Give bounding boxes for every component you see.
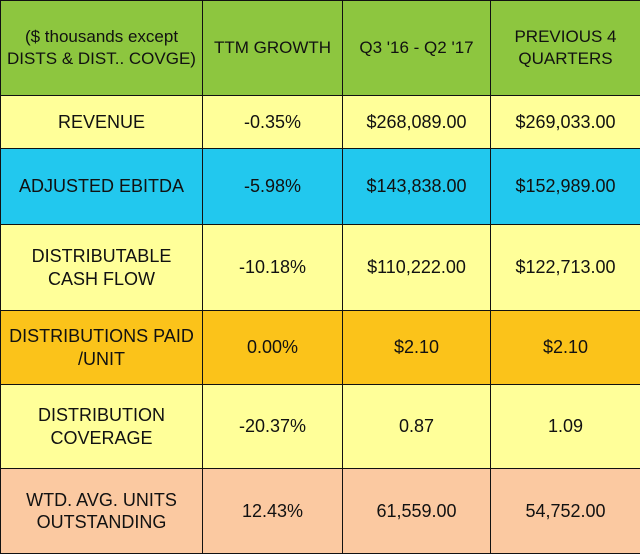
header-current-period: Q3 '16 - Q2 '17 (343, 1, 491, 96)
row-previous-value: 54,752.00 (491, 469, 640, 554)
row-growth: -5.98% (203, 149, 343, 225)
table-row-distribution-coverage: DISTRIBUTION COVERAGE -20.37% 0.87 1.09 (1, 385, 640, 469)
row-label: DISTRIBUTION COVERAGE (1, 385, 203, 469)
header-previous-period: PREVIOUS 4 QUARTERS (491, 1, 640, 96)
table-row-revenue: REVENUE -0.35% $268,089.00 $269,033.00 (1, 96, 640, 149)
row-current-value: $268,089.00 (343, 96, 491, 149)
table-row-adjusted-ebitda: ADJUSTED EBITDA -5.98% $143,838.00 $152,… (1, 149, 640, 225)
row-label: ADJUSTED EBITDA (1, 149, 203, 225)
row-previous-value: 1.09 (491, 385, 640, 469)
row-current-value: $143,838.00 (343, 149, 491, 225)
header-units-note: ($ thousands except DISTS & DIST.. COVGE… (1, 1, 203, 96)
row-growth: -20.37% (203, 385, 343, 469)
table-row-distributions-paid: DISTRIBUTIONS PAID /UNIT 0.00% $2.10 $2.… (1, 311, 640, 385)
row-label: DISTRIBUTABLE CASH FLOW (1, 225, 203, 311)
row-growth: -10.18% (203, 225, 343, 311)
row-current-value: $110,222.00 (343, 225, 491, 311)
row-previous-value: $2.10 (491, 311, 640, 385)
row-label: WTD. AVG. UNITS OUTSTANDING (1, 469, 203, 554)
row-label: DISTRIBUTIONS PAID /UNIT (1, 311, 203, 385)
row-growth: 0.00% (203, 311, 343, 385)
header-ttm-growth: TTM GROWTH (203, 1, 343, 96)
row-growth: 12.43% (203, 469, 343, 554)
row-previous-value: $269,033.00 (491, 96, 640, 149)
row-previous-value: $122,713.00 (491, 225, 640, 311)
header-row: ($ thousands except DISTS & DIST.. COVGE… (1, 1, 640, 96)
row-growth: -0.35% (203, 96, 343, 149)
row-current-value: 61,559.00 (343, 469, 491, 554)
row-label: REVENUE (1, 96, 203, 149)
table-row-distributable-cash-flow: DISTRIBUTABLE CASH FLOW -10.18% $110,222… (1, 225, 640, 311)
table-row-units-outstanding: WTD. AVG. UNITS OUTSTANDING 12.43% 61,55… (1, 469, 640, 554)
row-current-value: $2.10 (343, 311, 491, 385)
row-previous-value: $152,989.00 (491, 149, 640, 225)
row-current-value: 0.87 (343, 385, 491, 469)
